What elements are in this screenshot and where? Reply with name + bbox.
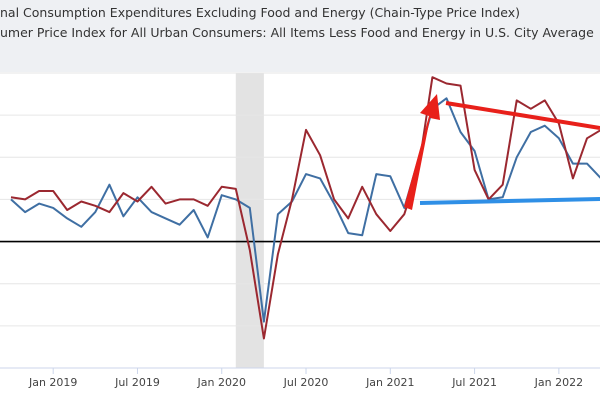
x-tick-label: Jan 2022 — [534, 376, 583, 389]
x-tick-label: Jan 2019 — [28, 376, 77, 389]
x-tick-label: Jan 2021 — [365, 376, 414, 389]
legend-entry: nal Consumption Expenditures Excluding F… — [0, 5, 520, 20]
annotation-arrow — [404, 94, 440, 210]
x-tick-label: Jan 2020 — [197, 376, 246, 389]
series-line — [10, 76, 600, 340]
legend-band — [0, 0, 600, 72]
annotation-line — [445, 101, 600, 130]
x-tick-label: Jul 2019 — [114, 376, 160, 389]
plot-area: Jan 2019 Jul 2019 Jan 2020 Jul 2020 Jan 2021… — [0, 72, 600, 389]
legend-entry: umer Price Index for All Urban Consumers… — [0, 25, 594, 40]
x-tick-label: Jul 2021 — [451, 376, 497, 389]
x-tick-label: Jul 2020 — [283, 376, 329, 389]
annotation-line — [419, 197, 600, 205]
series-line — [10, 97, 600, 323]
annotations — [404, 94, 600, 210]
recession-shade — [235, 73, 264, 368]
